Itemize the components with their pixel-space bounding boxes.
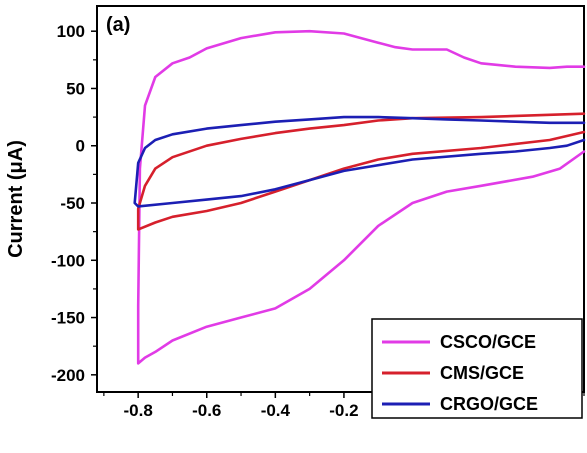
y-tick-label: -200: [51, 366, 85, 385]
legend-box: [371, 318, 583, 419]
series-line-cms-gce: [136, 112, 586, 231]
y-tick-label: 50: [66, 79, 85, 98]
legend: CSCO/GCE CMS/GCE CRGO/GCE: [371, 318, 583, 419]
series-line-crgo-gce: [133, 115, 586, 208]
y-tick-label: 100: [57, 22, 85, 41]
legend-label: CMS/GCE: [440, 363, 524, 383]
legend-label: CRGO/GCE: [440, 394, 538, 414]
legend-label: CSCO/GCE: [440, 332, 536, 352]
x-tick-label: -0.2: [329, 401, 358, 420]
x-tick-label: -0.6: [192, 401, 221, 420]
x-tick-label: -0.4: [261, 401, 291, 420]
y-tick-label: -100: [51, 251, 85, 270]
series-line-csco-gce: [136, 29, 586, 365]
y-axis-title: Current (μA): [5, 140, 27, 258]
plot-frame: [96, 5, 585, 393]
y-tick-label: -50: [60, 194, 85, 213]
y-tick-label: -150: [51, 309, 85, 328]
panel-label: (a): [106, 14, 130, 36]
y-tick-label: 0: [76, 137, 85, 156]
data-series: [133, 29, 586, 365]
x-tick-label: -0.8: [124, 401, 153, 420]
